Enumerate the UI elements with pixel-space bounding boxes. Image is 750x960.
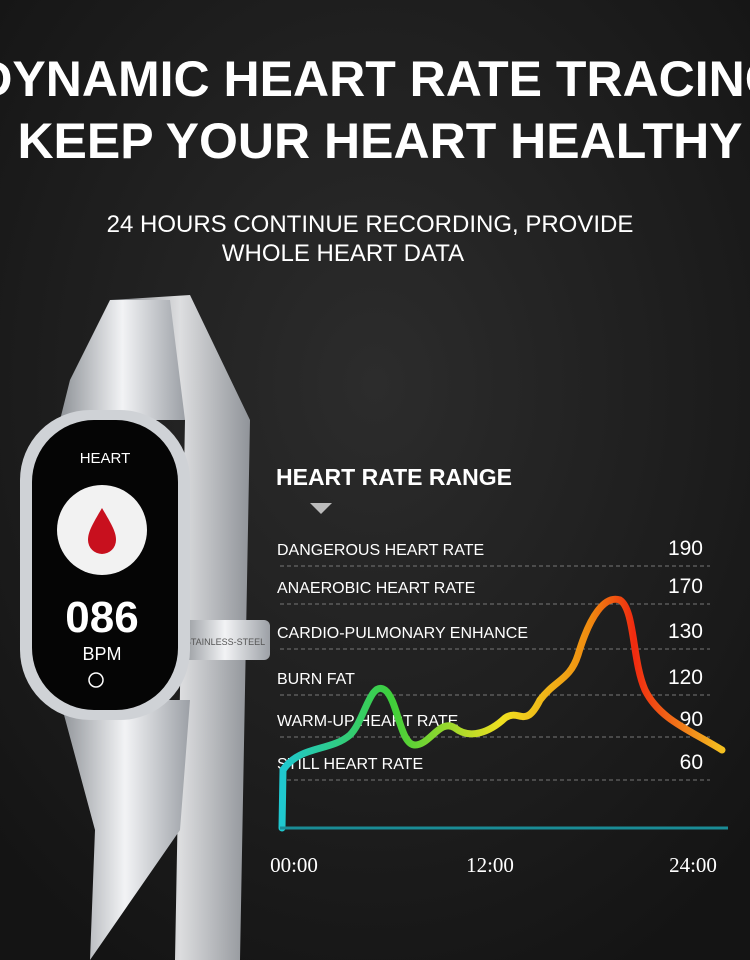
unit: BPM <box>82 644 121 664</box>
time-label: 00:00 <box>270 853 318 877</box>
title-line: KEEP YOUR HEART HEALTHY <box>17 113 742 169</box>
title-line: DYNAMIC HEART RATE TRACING <box>0 51 750 107</box>
watch: STAINLESS-STEEL HEART 086 BPM <box>20 295 270 960</box>
screen-label: HEART <box>80 450 131 467</box>
zone-value: 130 <box>668 620 703 643</box>
reading: 086 <box>65 593 138 642</box>
zone-label: BURN FAT <box>277 671 355 688</box>
time-label: 24:00 <box>669 853 717 877</box>
zone-label: CARDIO-PULMONARY ENHANCE <box>277 625 528 642</box>
zone-label: STILL HEART RATE <box>277 756 423 773</box>
zone-label: ANAEROBIC HEART RATE <box>277 580 475 597</box>
zone-label: WARM-UP HEART RATE <box>277 713 458 730</box>
time-label: 12:00 <box>466 853 514 877</box>
zone-label: DANGEROUS HEART RATE <box>277 542 484 559</box>
range-title: HEART RATE RANGE <box>276 464 512 490</box>
zone-value: 170 <box>668 575 703 598</box>
arrow <box>310 503 332 514</box>
zone-value: 60 <box>680 751 703 774</box>
subtitle-line: WHOLE HEART DATA <box>222 240 464 267</box>
zone-value: 190 <box>668 537 703 560</box>
band-text: STAINLESS-STEEL <box>185 637 265 647</box>
zone-value: 120 <box>668 666 703 689</box>
subtitle-line: 24 HOURS CONTINUE RECORDING, PROVIDE <box>107 211 634 238</box>
heart-curve <box>278 595 726 832</box>
